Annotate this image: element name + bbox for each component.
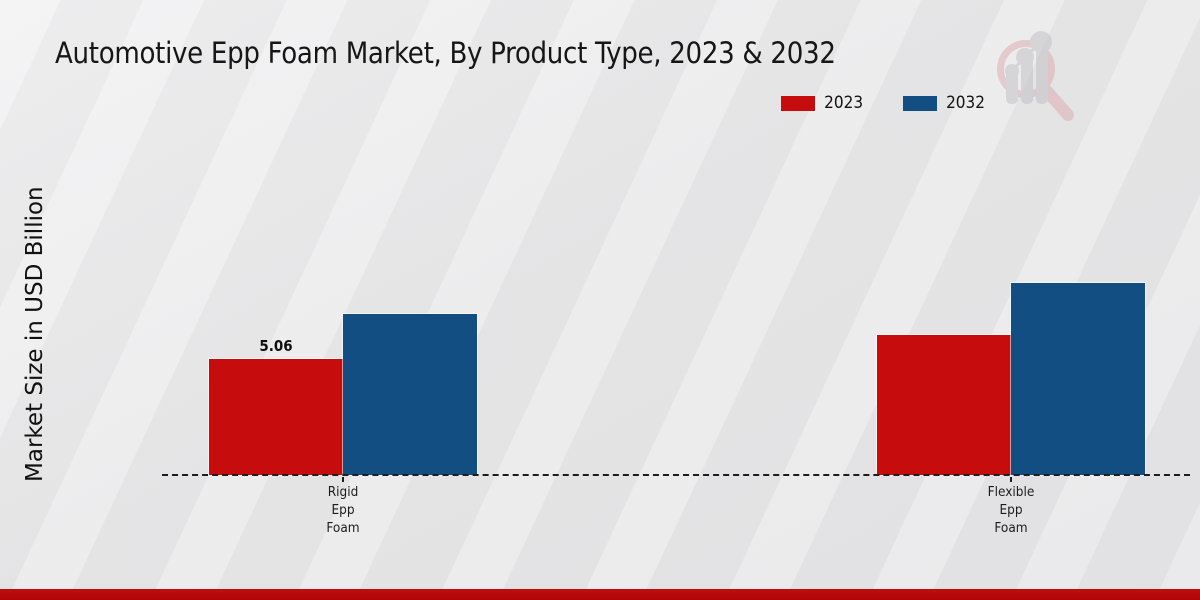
category-label-line: Rigid — [327, 484, 359, 500]
bar-2023-rigid-epp-foam — [209, 359, 343, 475]
chart-title: Automotive Epp Foam Market, By Product T… — [55, 36, 836, 70]
category-label-line: Flexible — [987, 484, 1035, 500]
bar-2023-flexible-epp-foam — [877, 335, 1011, 475]
legend: 2023 2032 — [781, 93, 985, 113]
legend-label: 2032 — [946, 93, 985, 113]
legend-item-2023: 2023 — [781, 93, 863, 113]
legend-item-2032: 2032 — [903, 93, 985, 113]
category-label-line: Epp — [331, 502, 355, 518]
logo-dot-small — [1005, 64, 1019, 78]
bar-value-label-2023: 5.06 — [259, 337, 293, 355]
legend-swatch-2032 — [903, 95, 938, 111]
category-label-rigid-epp-foam: Rigid Epp Foam — [273, 483, 413, 537]
logo-dot-large — [1030, 31, 1052, 53]
legend-swatch-2023 — [781, 95, 816, 111]
category-label-line: Foam — [994, 520, 1028, 536]
logo-dot-medium — [1016, 48, 1034, 66]
footer-accent-bar — [0, 589, 1200, 600]
category-label-line: Foam — [326, 520, 360, 536]
logo-handle — [1040, 84, 1074, 121]
x-axis-tick-rigid-epp-foam — [342, 477, 344, 482]
bar-2032-rigid-epp-foam — [343, 314, 477, 475]
logo-bar-tall — [1036, 49, 1048, 104]
category-label-flexible-epp-foam: Flexible Epp Foam — [941, 483, 1081, 537]
brand-logo-magnifier-icon — [997, 31, 1074, 121]
category-label-line: Epp — [999, 502, 1023, 518]
legend-label: 2023 — [824, 93, 864, 113]
logo-bar-medium — [1021, 54, 1033, 104]
bar-2032-flexible-epp-foam — [1011, 283, 1145, 475]
x-axis-baseline — [162, 474, 1190, 476]
x-axis-tick-flexible-epp-foam — [1010, 477, 1012, 482]
